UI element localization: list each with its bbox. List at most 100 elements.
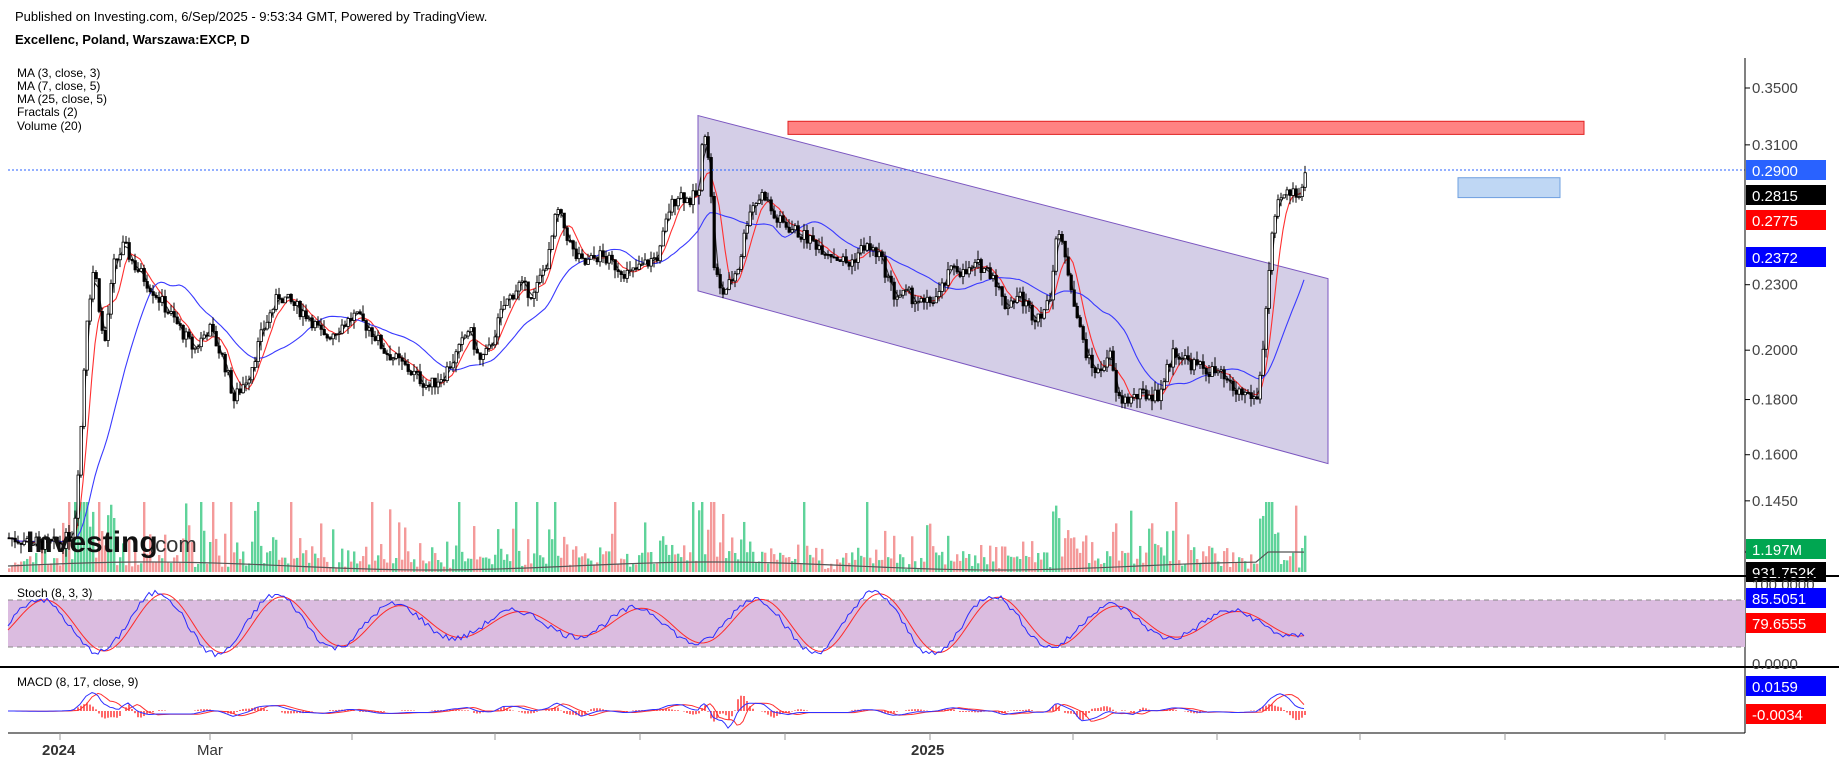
volume-ma-line xyxy=(7,551,1305,571)
volume-bar xyxy=(1058,518,1061,572)
volume-bar xyxy=(1253,563,1256,572)
candle xyxy=(184,331,188,340)
macd-title: MACD (8, 17, close, 9) xyxy=(17,675,138,689)
volume-bar xyxy=(29,556,32,572)
volume-bar xyxy=(377,555,380,572)
candle xyxy=(1192,359,1196,371)
volume-bar xyxy=(275,539,278,572)
candle xyxy=(1261,348,1265,376)
candle xyxy=(52,536,56,542)
volume-bar xyxy=(791,561,794,572)
candle xyxy=(934,296,938,304)
volume-bar xyxy=(980,545,983,572)
candle xyxy=(709,157,713,197)
published-info: Published on Investing.com, 6/Sep/2025 -… xyxy=(15,9,488,24)
candle xyxy=(421,383,425,388)
volume-bar xyxy=(866,502,869,572)
candle xyxy=(835,256,839,261)
candle xyxy=(442,379,446,382)
volume-bar xyxy=(554,502,557,572)
candle xyxy=(814,239,818,250)
candle xyxy=(913,301,917,305)
candle xyxy=(952,265,956,268)
volume-bar xyxy=(632,563,635,572)
volume-bar xyxy=(1259,518,1262,572)
volume-bar xyxy=(992,561,995,572)
candle xyxy=(412,370,416,376)
volume-bar xyxy=(1166,531,1169,572)
volume-bar xyxy=(710,502,713,572)
volume-bar xyxy=(1043,552,1046,572)
volume-bar xyxy=(50,563,53,572)
candle xyxy=(499,308,503,319)
volume-bar xyxy=(104,545,107,572)
volume-bar xyxy=(797,544,800,572)
volume-bar xyxy=(893,535,896,572)
candle xyxy=(1135,393,1139,400)
candle xyxy=(1246,391,1250,394)
volume-bar xyxy=(128,538,131,572)
volume-bar xyxy=(1280,564,1283,572)
volume-bar xyxy=(83,502,86,572)
candle xyxy=(904,289,908,292)
candle xyxy=(406,363,410,372)
volume-bar xyxy=(404,527,407,572)
volume-bar xyxy=(1070,538,1073,572)
volume-bar xyxy=(359,561,362,572)
candle xyxy=(340,324,344,334)
candle xyxy=(799,236,803,240)
volume-bar xyxy=(794,558,797,572)
candle xyxy=(838,260,842,262)
volume-bar xyxy=(23,561,26,572)
volume-bar xyxy=(671,544,674,572)
candle xyxy=(874,247,878,258)
volume-bar xyxy=(758,561,761,572)
volume-bar xyxy=(440,562,443,572)
last-price-label-bg xyxy=(1746,160,1826,180)
candle xyxy=(151,291,155,296)
volume-bar xyxy=(650,551,653,572)
volume-bar xyxy=(497,529,500,572)
candle xyxy=(1093,367,1097,374)
volume-bar xyxy=(362,556,365,572)
candle xyxy=(790,229,794,233)
volume-bar xyxy=(755,562,758,572)
candle xyxy=(142,268,146,282)
stoch-tick-0: 0.0000 xyxy=(1752,656,1798,673)
volume-bar xyxy=(1301,548,1304,572)
volume-bar xyxy=(605,551,608,572)
candle xyxy=(1078,317,1082,327)
candle xyxy=(862,245,866,251)
time-tick-2025: 2025 xyxy=(911,742,944,759)
volume-bar xyxy=(452,559,455,572)
volume-bar xyxy=(1217,561,1220,572)
candle xyxy=(376,334,380,341)
candle xyxy=(769,199,773,212)
candle xyxy=(583,257,587,265)
volume-bar xyxy=(383,559,386,572)
candle xyxy=(1075,305,1079,318)
volume-bar xyxy=(455,545,458,572)
candle xyxy=(976,259,980,263)
volume-bar xyxy=(725,558,728,572)
volume-bar xyxy=(371,502,374,572)
candle xyxy=(544,268,548,271)
candle xyxy=(343,324,347,327)
volume-bar xyxy=(572,549,575,572)
volume-bar xyxy=(842,557,845,572)
candle xyxy=(484,348,488,355)
volume-bar xyxy=(761,551,764,572)
volume-bar xyxy=(1115,523,1118,572)
volume-bar xyxy=(656,563,659,572)
volume-bar xyxy=(635,564,638,572)
candle xyxy=(94,272,98,280)
volume-bar xyxy=(1091,542,1094,572)
candle xyxy=(97,278,101,312)
candle xyxy=(1267,270,1271,309)
volume-bar xyxy=(833,569,836,572)
volume-bar xyxy=(356,563,359,572)
candle xyxy=(1036,313,1040,323)
volume-bar xyxy=(1010,556,1013,572)
candle xyxy=(13,537,17,543)
candle xyxy=(88,298,92,322)
